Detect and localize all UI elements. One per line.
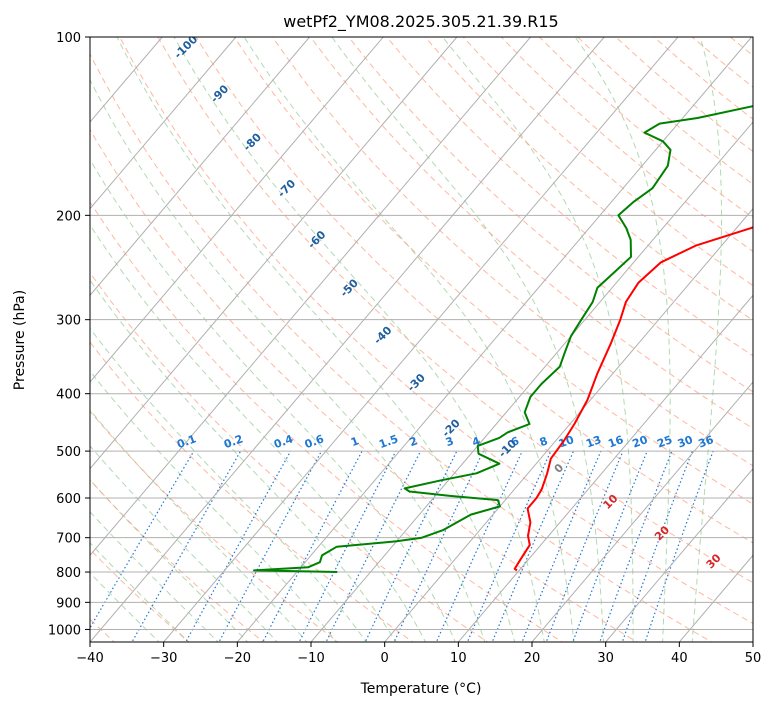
mixing-ratio-label: 0.2 bbox=[222, 432, 245, 451]
y-axis-ticks: 100 200 300 400 500 600 700 800 900 1000 bbox=[48, 31, 90, 638]
x-tick-label: 30 bbox=[597, 651, 614, 666]
isotherm-line bbox=[90, 37, 310, 297]
mixing-ratio-label: 4 bbox=[470, 434, 482, 449]
profile-series bbox=[253, 105, 753, 573]
x-tick-label: 20 bbox=[524, 651, 541, 666]
mixing-ratio-label: 2 bbox=[408, 434, 420, 449]
mixing-ratio-line bbox=[393, 450, 484, 642]
y-tick-label: 400 bbox=[56, 388, 81, 403]
mixing-ratio-label: 10 bbox=[557, 433, 576, 451]
isotherm-line bbox=[163, 37, 679, 642]
mixing-ratio-line bbox=[218, 450, 323, 642]
isotherm-line bbox=[457, 294, 753, 642]
isotherm-line bbox=[605, 467, 753, 642]
y-tick-label: 500 bbox=[56, 445, 81, 460]
x-tick-label: 10 bbox=[450, 651, 467, 666]
x-tick-label: −30 bbox=[150, 651, 177, 666]
mixing-ratio-label: 1 bbox=[349, 434, 361, 449]
x-tick-label: −40 bbox=[76, 651, 103, 666]
mixing-ratio-line bbox=[599, 450, 673, 642]
isotherm-line bbox=[236, 37, 752, 642]
plot-frame bbox=[89, 36, 754, 643]
dry-adiabat-line bbox=[462, 37, 753, 287]
isotherm-line bbox=[531, 381, 753, 642]
y-tick-label: 700 bbox=[56, 532, 81, 547]
mixing-ratio-label: 0.4 bbox=[272, 432, 295, 451]
dry-adiabat-line bbox=[195, 37, 753, 544]
x-tick-label: −10 bbox=[297, 651, 324, 666]
isotherm-line bbox=[384, 207, 753, 642]
dry-adiabat-line bbox=[90, 201, 564, 642]
dry-adiabat-line bbox=[90, 128, 638, 642]
x-axis-label: Temperature (°C) bbox=[360, 681, 482, 697]
mixing-ratio-label: 6 bbox=[509, 434, 521, 449]
mixing-ratio-line bbox=[90, 450, 195, 630]
y-tick-label: 900 bbox=[56, 596, 81, 611]
dry-adiabat-line bbox=[157, 37, 753, 584]
mixing-ratio-label: 20 bbox=[631, 433, 650, 451]
y-tick-label: 800 bbox=[56, 566, 81, 581]
x-tick-label: 0 bbox=[381, 651, 389, 666]
y-tick-label: 600 bbox=[56, 492, 81, 507]
moist-adiabat-line bbox=[90, 409, 308, 642]
chart-title: wetPf2_YM08.2025.305.21.39.R15 bbox=[283, 12, 558, 32]
y-axis-label: Pressure (hPa) bbox=[12, 290, 28, 390]
series-line-2 bbox=[253, 105, 753, 573]
dry-adiabat-line bbox=[424, 37, 753, 322]
mixing-ratio-label: 1.5 bbox=[377, 432, 400, 451]
mixing-ratio-line bbox=[621, 450, 693, 642]
dry-adiabat-line bbox=[233, 37, 753, 505]
mixing-ratio-label: 0.1 bbox=[175, 432, 198, 451]
mixing-ratio-label: 8 bbox=[538, 434, 550, 449]
moist-adiabat-line bbox=[90, 224, 427, 642]
isobars bbox=[90, 37, 753, 630]
series-line-1 bbox=[513, 226, 753, 572]
mixing-ratio-label: 36 bbox=[697, 433, 716, 451]
isotherm-line bbox=[90, 37, 605, 642]
mixing-ratio-label: 25 bbox=[655, 433, 674, 450]
isotherm-line bbox=[90, 37, 237, 210]
y-tick-label: 100 bbox=[56, 31, 81, 46]
mixing-ratio-line bbox=[545, 450, 624, 642]
mixing-ratio-line bbox=[298, 450, 397, 642]
y-tick-label: 1000 bbox=[48, 623, 81, 638]
x-tick-label: 40 bbox=[671, 651, 688, 666]
isotherm-line bbox=[90, 37, 531, 557]
mixing-ratio-line bbox=[644, 450, 714, 642]
plot-area: 0.1 0.2 0.4 0.6 1 1.5 2 3 4 6 8 10 13 16 20 25 30 36-100-… bbox=[90, 37, 753, 642]
mixing-ratio-label: 0.6 bbox=[303, 432, 326, 451]
dry-adiabat-line bbox=[386, 37, 753, 357]
x-axis-ticks: −40 −30 −20 −10 0 10 20 30 40 50 bbox=[76, 642, 761, 666]
x-tick-label: 50 bbox=[745, 651, 762, 666]
mixing-ratio-label: 3 bbox=[444, 434, 456, 449]
isotherm-line bbox=[90, 37, 458, 470]
mixing-ratio-label: 30 bbox=[676, 433, 695, 451]
x-tick-label: −20 bbox=[224, 651, 251, 666]
y-tick-label: 300 bbox=[56, 314, 81, 329]
isotherm-line bbox=[90, 37, 384, 383]
mixing-ratio-line bbox=[572, 450, 648, 642]
mixing-ratio-label: 13 bbox=[584, 433, 603, 450]
mixing-ratio-label: 16 bbox=[606, 433, 625, 451]
y-tick-label: 200 bbox=[56, 209, 81, 224]
mixing-ratio-line bbox=[521, 450, 602, 642]
